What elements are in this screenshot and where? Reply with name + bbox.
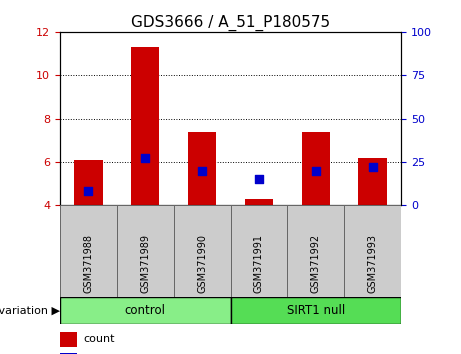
Bar (60, 353, 77, 354)
Bar (287, 205, 344, 297)
Bar (117, 205, 174, 297)
Bar (174, 205, 230, 297)
Text: count: count (84, 334, 115, 344)
Point (312, 168, 319, 173)
Bar (344, 205, 401, 297)
Bar (301, 132, 330, 205)
Bar (60, 205, 117, 297)
Bar (230, 297, 401, 324)
Text: SIRT1 null: SIRT1 null (287, 304, 345, 317)
Bar (60, 297, 230, 324)
Bar (245, 199, 273, 205)
Point (142, 156, 149, 161)
Text: control: control (125, 304, 165, 317)
Bar (230, 205, 287, 297)
Bar (131, 47, 160, 205)
Text: GSM371990: GSM371990 (197, 234, 207, 293)
Point (85, 189, 92, 194)
Bar (74, 160, 102, 205)
Bar (358, 158, 387, 205)
Point (198, 168, 206, 173)
Text: GSM371991: GSM371991 (254, 234, 264, 293)
Bar (188, 132, 216, 205)
Point (369, 164, 376, 170)
Text: genotype/variation ▶: genotype/variation ▶ (0, 306, 60, 316)
Text: GSM371992: GSM371992 (311, 234, 321, 293)
Text: GSM371989: GSM371989 (140, 234, 150, 293)
Point (255, 176, 263, 182)
Bar (60, 332, 77, 347)
Text: GSM371993: GSM371993 (367, 234, 378, 293)
Title: GDS3666 / A_51_P180575: GDS3666 / A_51_P180575 (131, 14, 330, 30)
Text: GSM371988: GSM371988 (83, 234, 94, 293)
